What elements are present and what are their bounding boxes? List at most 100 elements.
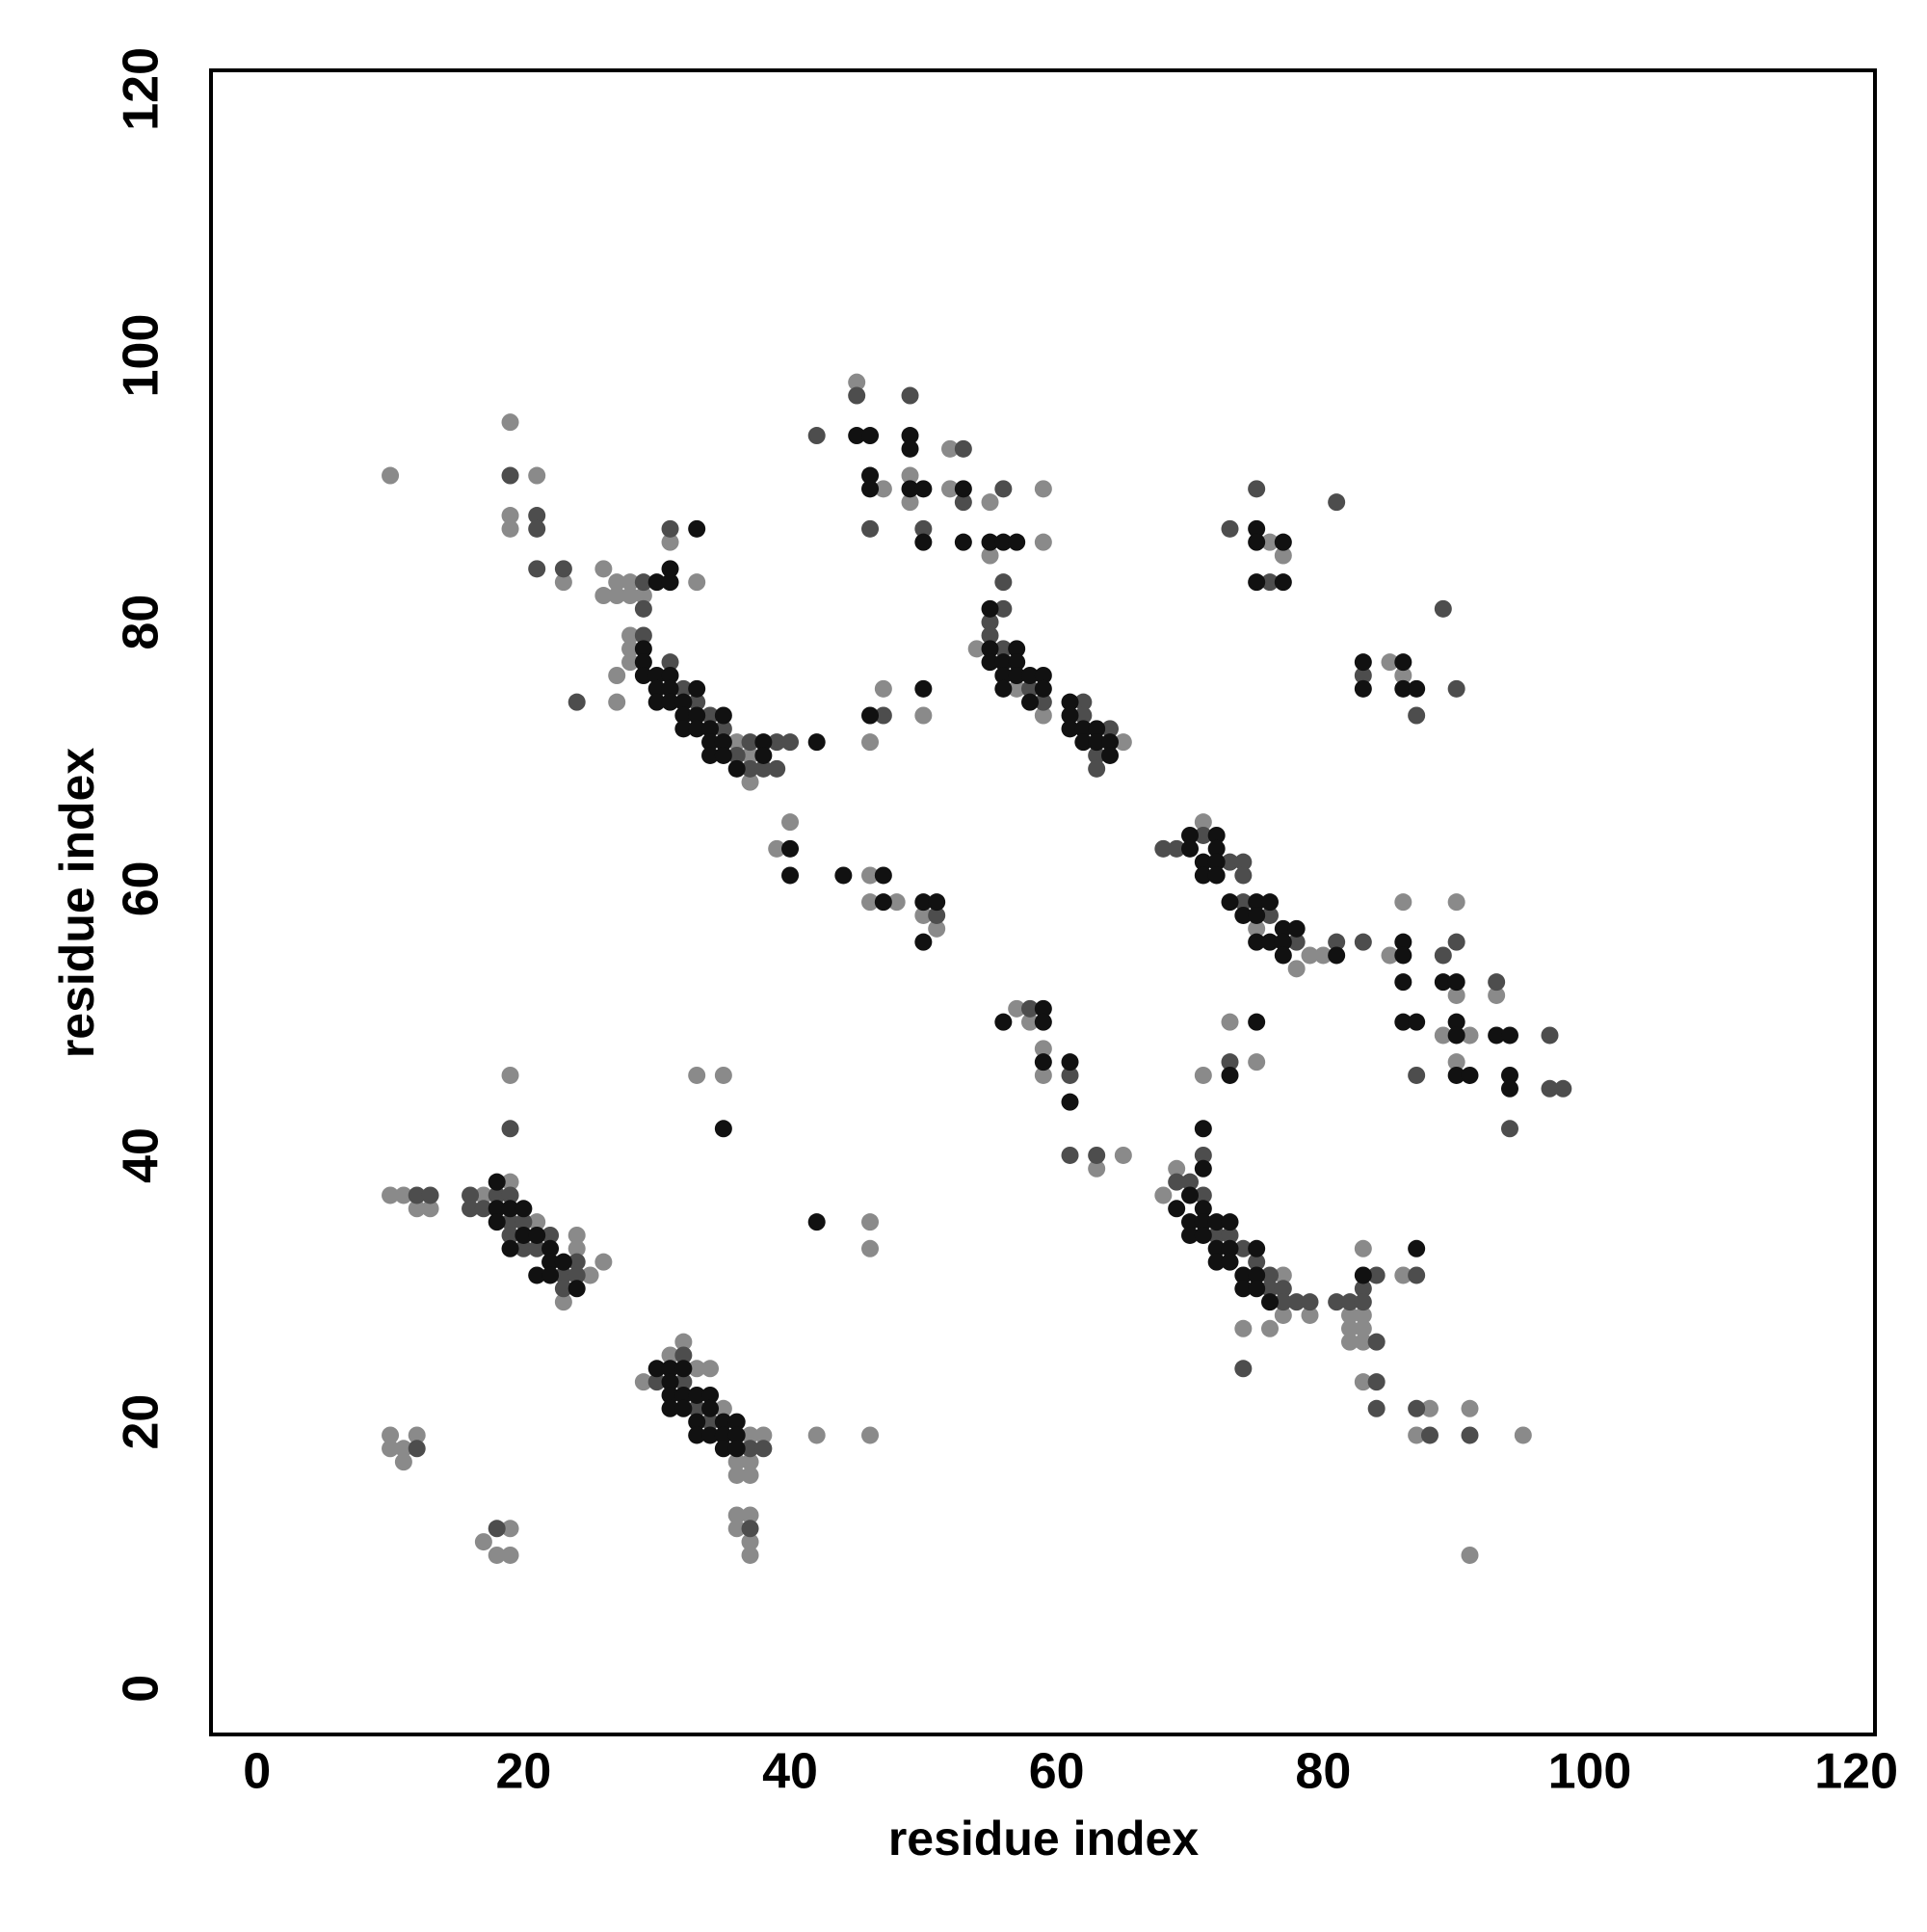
point [608,587,626,605]
point [1248,573,1266,592]
point [1541,1026,1559,1045]
point [714,720,732,738]
point [1287,933,1306,951]
point [1061,706,1079,725]
y-tick-label: 0 [114,1675,170,1703]
point [981,640,999,658]
point [1248,893,1266,912]
point [688,519,706,538]
x-tick-label: 120 [1814,1744,1898,1800]
point [1154,839,1173,858]
point [1074,720,1093,738]
point [1061,720,1079,738]
point [634,599,652,618]
point [1261,933,1279,951]
point [621,587,640,605]
point [1328,1293,1346,1311]
point [528,519,546,538]
point [754,733,773,752]
point [394,1453,412,1471]
point [1408,1066,1426,1084]
point [621,640,640,658]
point [1021,693,1040,711]
point [861,519,880,538]
point [1021,1013,1040,1031]
point [1181,1213,1200,1231]
point [1248,1239,1266,1257]
point [1447,933,1465,951]
point [501,507,519,525]
point [1234,893,1253,912]
point [994,480,1013,498]
point [1021,999,1040,1018]
point [994,640,1013,658]
point [928,906,946,924]
point [647,573,666,592]
point [688,693,706,711]
point [1500,1026,1518,1045]
point [1367,1333,1386,1351]
point [674,693,693,711]
point [554,1293,572,1311]
point [701,1426,720,1444]
point [1447,1026,1465,1045]
point [1248,1280,1266,1298]
point [674,1333,693,1351]
y-tick-label: 20 [114,1394,170,1450]
point [1447,1013,1465,1031]
point [528,507,546,525]
point [1008,679,1026,698]
point [741,1453,759,1471]
point [608,693,626,711]
point [1434,1026,1452,1045]
point [408,1440,426,1458]
point [714,1440,732,1458]
point [661,533,679,551]
point [874,893,892,912]
point [741,733,759,752]
point [688,720,706,738]
point [1248,906,1266,924]
point [981,626,999,645]
point [1367,1399,1386,1417]
point [1194,1200,1212,1218]
point [568,1253,586,1271]
point [941,439,960,458]
point [1234,906,1253,924]
point [727,1453,746,1471]
point [1354,1239,1372,1257]
point [1354,667,1372,684]
point [621,573,640,592]
point [501,413,519,432]
point [807,1426,826,1444]
point [554,560,572,578]
point [382,466,400,485]
point [1194,1159,1212,1178]
point [474,1186,492,1204]
point [474,1533,492,1551]
point [1207,1253,1226,1271]
point [501,1520,519,1538]
point [674,706,693,725]
point [901,427,919,445]
point [994,599,1013,618]
point [701,1413,720,1431]
point [1221,1239,1239,1257]
point [1514,1426,1532,1444]
point [382,1186,400,1204]
point [1248,480,1266,498]
point [1340,1306,1359,1324]
point [874,480,892,498]
point [1008,999,1026,1018]
point [1408,1266,1426,1284]
point [1447,893,1465,912]
point [554,1280,572,1298]
point [1194,1120,1212,1138]
point [1488,986,1506,1004]
point [688,573,706,592]
point [488,1173,506,1191]
point [1488,1026,1506,1045]
point [1194,1186,1212,1204]
point [1287,919,1306,938]
